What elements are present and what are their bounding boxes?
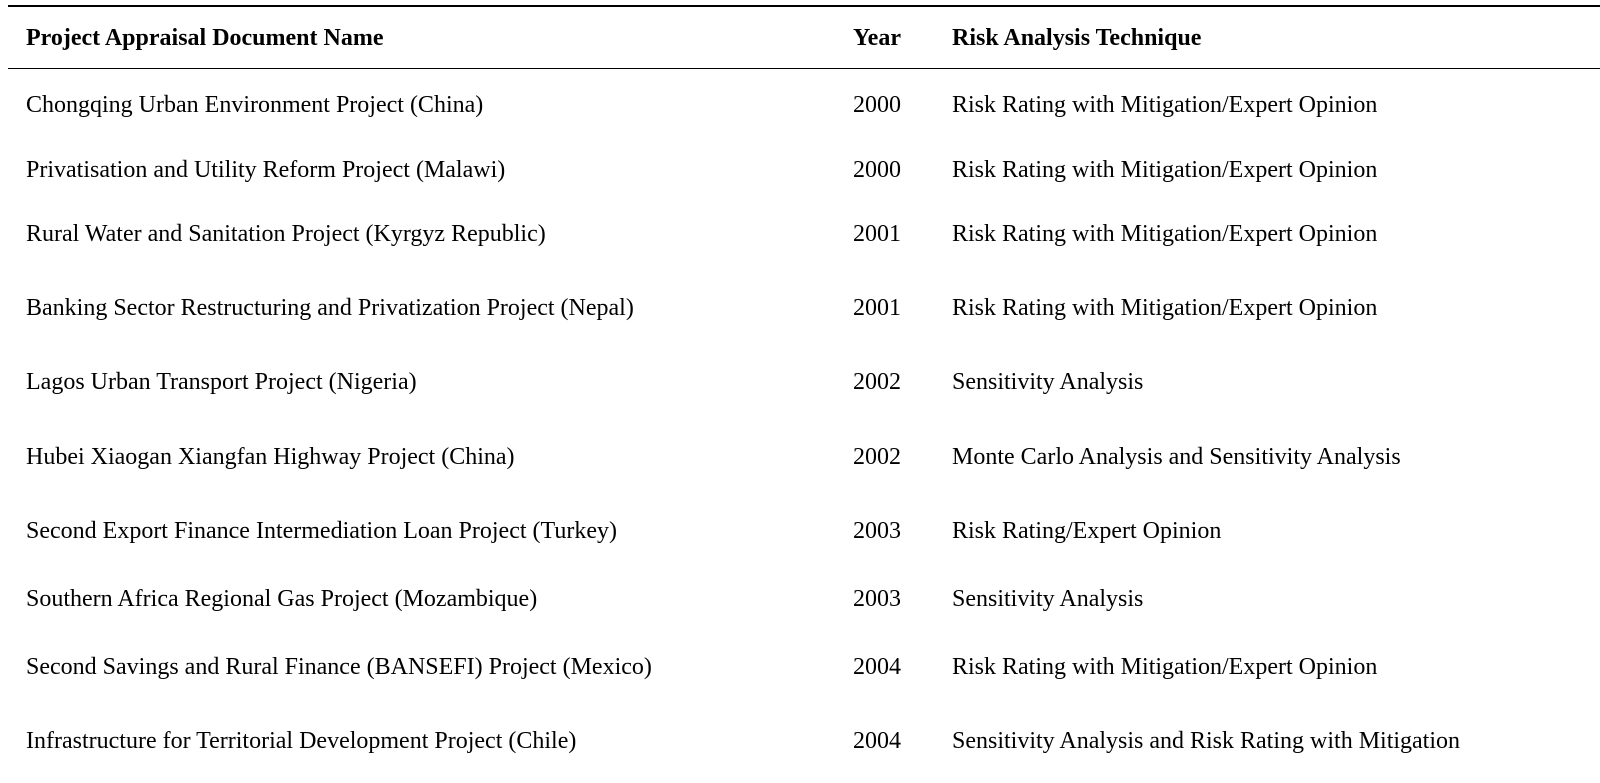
- row-technique: Risk Rating with Mitigation/Expert Opini…: [952, 221, 1378, 247]
- row-technique: Risk Rating with Mitigation/Expert Opini…: [952, 92, 1378, 118]
- row-technique: Risk Rating with Mitigation/Expert Opini…: [952, 295, 1378, 321]
- row-name: Banking Sector Restructuring and Privati…: [26, 295, 634, 321]
- row-year: 2000: [853, 92, 901, 118]
- row-name: Privatisation and Utility Reform Project…: [26, 157, 506, 183]
- row-technique: Risk Rating with Mitigation/Expert Opini…: [952, 157, 1378, 183]
- row-year: 2002: [853, 444, 901, 470]
- row-name: Chongqing Urban Environment Project (Chi…: [26, 92, 484, 118]
- row-technique: Sensitivity Analysis: [952, 586, 1144, 612]
- row-year: 2004: [853, 654, 901, 680]
- row-year: 2004: [853, 728, 901, 754]
- risk-analysis-table: Project Appraisal Document Name Year Ris…: [8, 5, 1600, 783]
- row-year: 2003: [853, 586, 901, 612]
- row-technique: Risk Rating/Expert Opinion: [952, 518, 1222, 544]
- row-year: 2001: [853, 221, 901, 247]
- row-year: 2003: [853, 518, 901, 544]
- row-year: 2000: [853, 157, 901, 183]
- header-document-name: Project Appraisal Document Name: [26, 25, 384, 51]
- row-year: 2001: [853, 295, 901, 321]
- row-name: Second Export Finance Intermediation Loa…: [26, 518, 617, 544]
- row-year: 2002: [853, 369, 901, 395]
- header-rule: [8, 68, 1600, 69]
- table-top-rule: [8, 5, 1600, 7]
- row-technique: Monte Carlo Analysis and Sensitivity Ana…: [952, 444, 1401, 470]
- row-name: Second Savings and Rural Finance (BANSEF…: [26, 654, 652, 680]
- row-technique: Risk Rating with Mitigation/Expert Opini…: [952, 654, 1378, 680]
- header-year: Year: [853, 25, 901, 51]
- row-name: Lagos Urban Transport Project (Nigeria): [26, 369, 417, 395]
- row-technique: Sensitivity Analysis and Risk Rating wit…: [952, 728, 1461, 754]
- row-name: Hubei Xiaogan Xiangfan Highway Project (…: [26, 444, 515, 470]
- row-technique: Sensitivity Analysis: [952, 369, 1144, 395]
- row-name: Rural Water and Sanitation Project (Kyrg…: [26, 221, 546, 247]
- header-technique: Risk Analysis Technique: [952, 25, 1202, 51]
- row-name: Infrastructure for Territorial Developme…: [26, 728, 577, 754]
- row-name: Southern Africa Regional Gas Project (Mo…: [26, 586, 538, 612]
